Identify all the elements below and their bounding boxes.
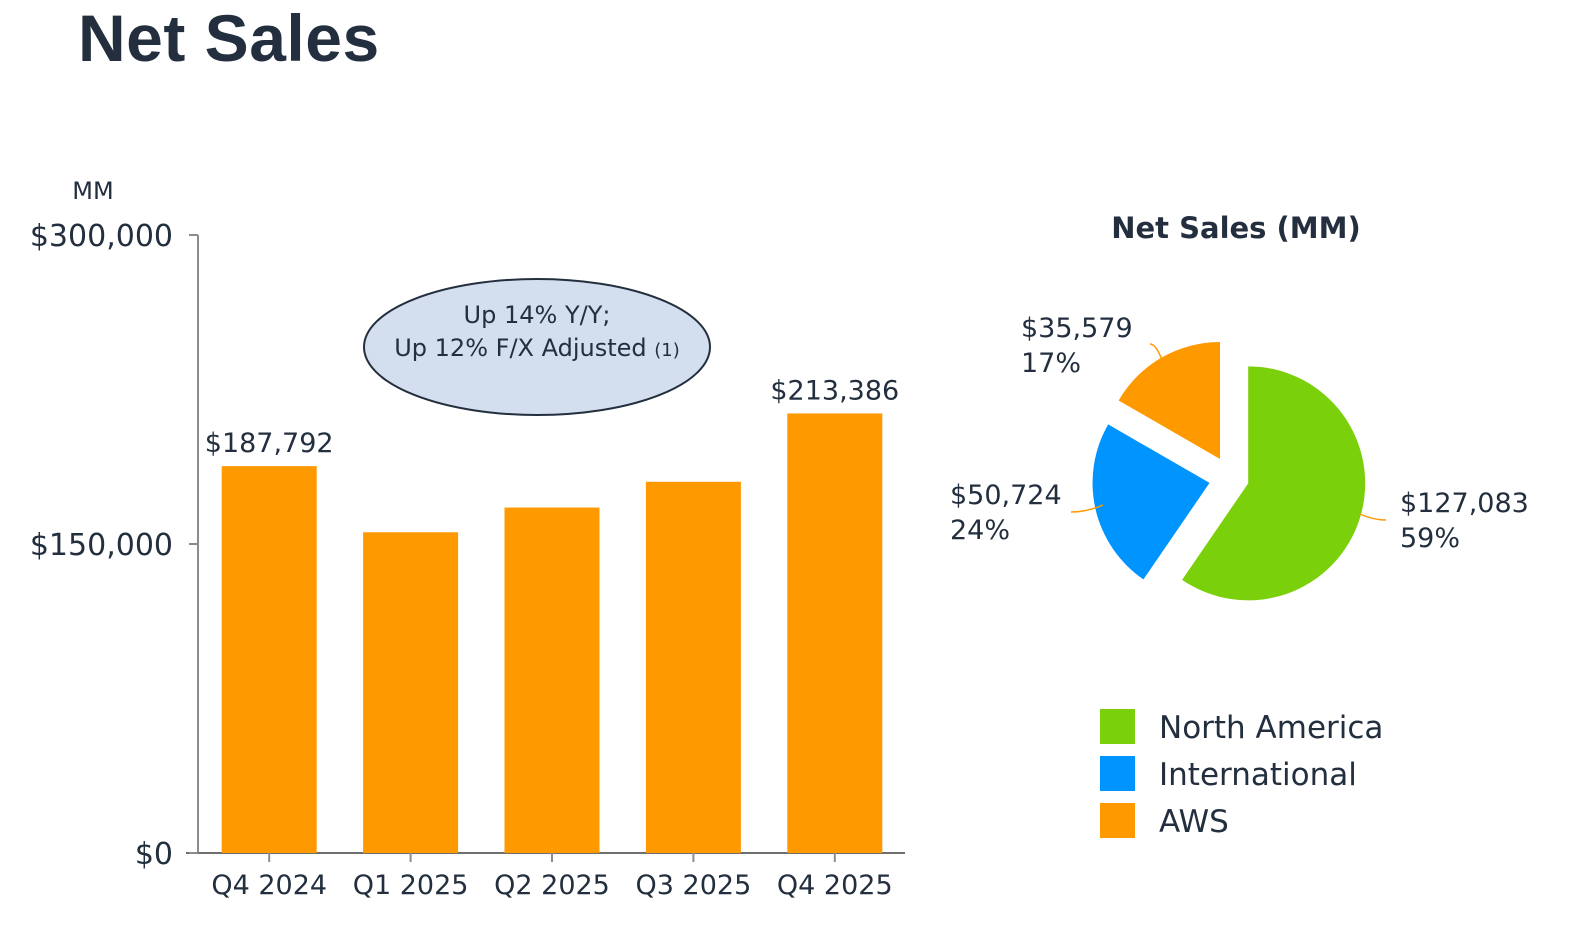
bar-q4-2024 [221, 466, 317, 853]
pie-percent-label: 59% [1400, 523, 1460, 554]
pie-slice-north-america [1182, 366, 1366, 601]
page-title: Net Sales [78, 1, 380, 75]
legend-swatch-north-america [1100, 709, 1135, 744]
pie-leader-line [1359, 513, 1387, 521]
x-tick-label: Q4 2025 [777, 870, 893, 901]
pie-value-label: $50,724 [950, 480, 1062, 511]
growth-annotation-bubble [363, 278, 711, 416]
pie-value-label: $35,579 [1021, 313, 1133, 344]
bar-q4-2025 [787, 413, 883, 853]
legend-swatch-international [1100, 756, 1135, 791]
x-tick-label: Q2 2025 [494, 870, 610, 901]
x-tick-label: Q3 2025 [636, 870, 752, 901]
pie-leader-line [1149, 343, 1163, 361]
bar-q3-2025 [645, 481, 741, 853]
legend-label: AWS [1159, 804, 1229, 840]
pie-slice-aws [1118, 341, 1220, 459]
growth-annotation-line1: Up 14% Y/Y; [464, 301, 611, 329]
x-tick-label: Q4 2024 [211, 870, 327, 901]
legend-label: North America [1159, 710, 1383, 746]
pie-leader-line [1070, 504, 1104, 513]
y-tick-label: $150,000 [30, 528, 173, 563]
pie-value-label: $127,083 [1400, 488, 1529, 519]
x-tick-label: Q1 2025 [353, 870, 469, 901]
y-tick-label: $0 [135, 837, 173, 872]
y-tick-label: $300,000 [30, 219, 173, 254]
pie-slice-international [1092, 424, 1210, 580]
pie-chart-title: Net Sales (MM) [1111, 211, 1361, 245]
bar-q1-2025 [363, 532, 459, 853]
pie-percent-label: 17% [1021, 348, 1081, 379]
bar-data-label: $187,792 [205, 428, 334, 459]
footnote-marker: (1) [654, 340, 680, 361]
growth-annotation-line2: Up 12% F/X Adjusted (1) [394, 334, 680, 362]
bar-q2-2025 [504, 507, 600, 853]
legend-label: International [1159, 757, 1357, 793]
bar-data-label: $213,386 [770, 375, 899, 406]
y-axis-unit-label: MM [72, 177, 113, 205]
growth-annotation-text: Up 12% F/X Adjusted [394, 334, 654, 362]
legend-swatch-aws [1100, 803, 1135, 838]
pie-percent-label: 24% [950, 515, 1010, 546]
